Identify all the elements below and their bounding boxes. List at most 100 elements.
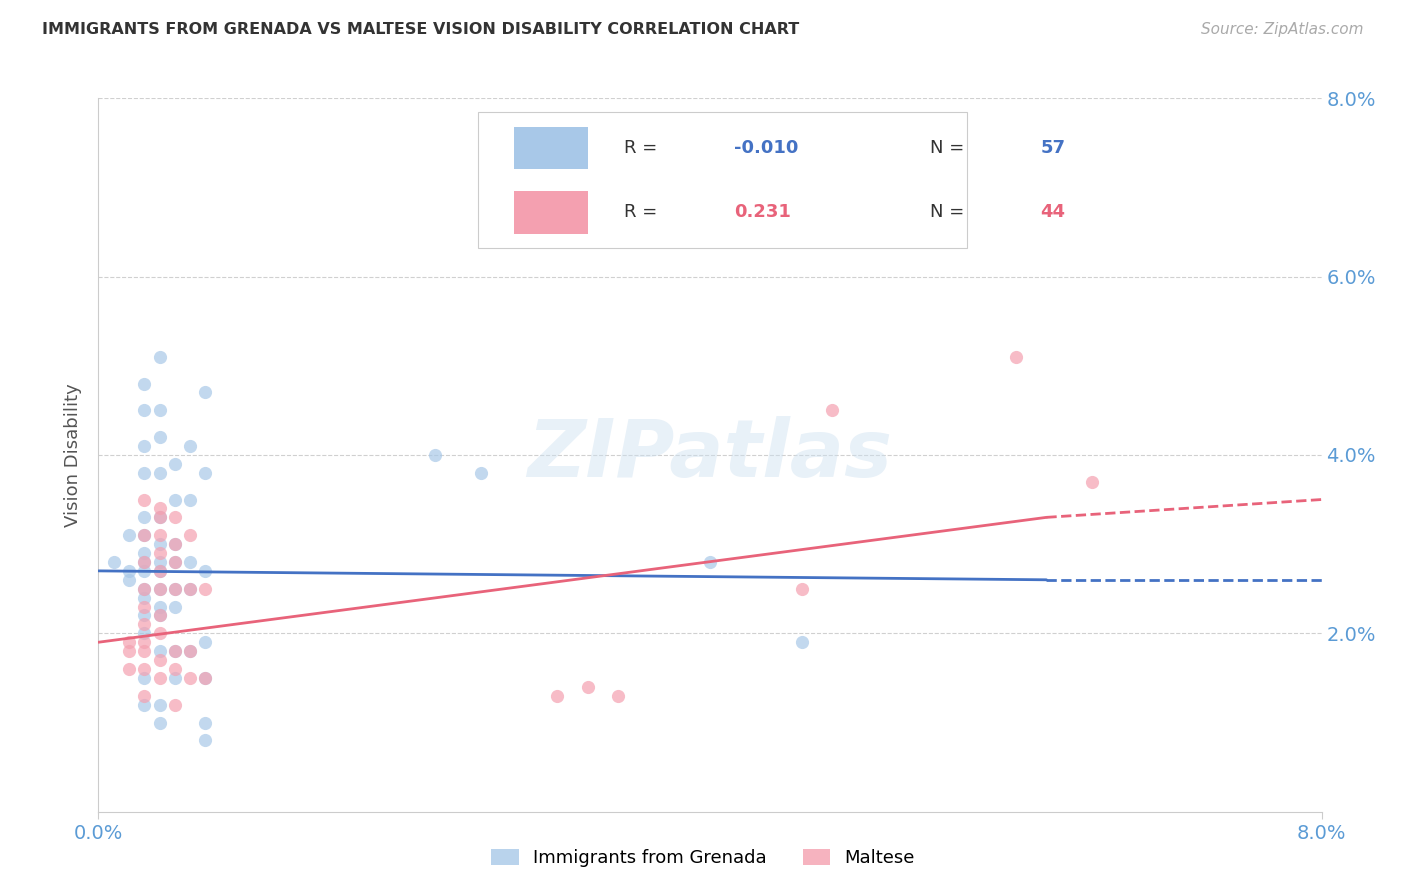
- Point: [163, 662, 186, 676]
- Point: [134, 626, 156, 640]
- Point: [134, 439, 156, 453]
- Point: [134, 582, 156, 596]
- Point: [134, 582, 156, 596]
- Point: [607, 689, 630, 703]
- Point: [194, 671, 217, 685]
- Point: [134, 492, 156, 507]
- Point: [149, 510, 172, 524]
- Text: -0.010: -0.010: [734, 139, 799, 157]
- Point: [134, 671, 156, 685]
- Point: [163, 671, 186, 685]
- FancyBboxPatch shape: [515, 191, 588, 234]
- Point: [163, 457, 186, 471]
- Point: [163, 492, 186, 507]
- Point: [194, 582, 217, 596]
- Point: [149, 528, 172, 542]
- Point: [149, 582, 172, 596]
- Point: [134, 617, 156, 632]
- Point: [179, 439, 201, 453]
- Point: [118, 564, 141, 578]
- Point: [149, 608, 172, 623]
- Point: [928, 234, 950, 248]
- Text: 44: 44: [1040, 203, 1066, 221]
- Point: [134, 555, 156, 569]
- Text: 57: 57: [1040, 139, 1066, 157]
- Point: [149, 599, 172, 614]
- Point: [163, 537, 186, 551]
- Point: [163, 537, 186, 551]
- Point: [149, 671, 172, 685]
- Text: R =: R =: [624, 203, 658, 221]
- Text: IMMIGRANTS FROM GRENADA VS MALTESE VISION DISABILITY CORRELATION CHART: IMMIGRANTS FROM GRENADA VS MALTESE VISIO…: [42, 22, 800, 37]
- Point: [163, 599, 186, 614]
- Point: [194, 564, 217, 578]
- Point: [163, 555, 186, 569]
- Point: [149, 698, 172, 712]
- Point: [149, 546, 172, 560]
- Point: [134, 698, 156, 712]
- FancyBboxPatch shape: [515, 127, 588, 169]
- Point: [194, 715, 217, 730]
- Point: [134, 591, 156, 605]
- Point: [134, 528, 156, 542]
- Point: [134, 403, 156, 417]
- Point: [1004, 350, 1026, 364]
- Point: [118, 573, 141, 587]
- Point: [134, 608, 156, 623]
- Point: [134, 376, 156, 391]
- Point: [179, 644, 201, 658]
- Point: [134, 466, 156, 480]
- Text: N =: N =: [931, 203, 965, 221]
- Point: [179, 582, 201, 596]
- Point: [163, 644, 186, 658]
- Text: 0.231: 0.231: [734, 203, 792, 221]
- FancyBboxPatch shape: [478, 112, 967, 248]
- Point: [1081, 475, 1104, 489]
- Point: [194, 671, 217, 685]
- Point: [118, 662, 141, 676]
- Point: [149, 501, 172, 516]
- Point: [149, 644, 172, 658]
- Point: [149, 403, 172, 417]
- Point: [149, 466, 172, 480]
- Point: [163, 582, 186, 596]
- Point: [103, 555, 125, 569]
- Point: [163, 582, 186, 596]
- Point: [149, 715, 172, 730]
- Point: [134, 546, 156, 560]
- Point: [790, 582, 813, 596]
- Point: [194, 466, 217, 480]
- Point: [149, 626, 172, 640]
- Point: [149, 608, 172, 623]
- Point: [163, 555, 186, 569]
- Point: [163, 698, 186, 712]
- Point: [821, 403, 844, 417]
- Point: [134, 635, 156, 649]
- Point: [149, 510, 172, 524]
- Point: [118, 635, 141, 649]
- Point: [576, 680, 599, 694]
- Point: [134, 528, 156, 542]
- Text: N =: N =: [931, 139, 965, 157]
- Point: [470, 466, 492, 480]
- Point: [149, 350, 172, 364]
- Point: [149, 653, 172, 667]
- Text: R =: R =: [624, 139, 658, 157]
- Point: [149, 564, 172, 578]
- Y-axis label: Vision Disability: Vision Disability: [65, 383, 83, 527]
- Point: [149, 582, 172, 596]
- Point: [149, 537, 172, 551]
- Point: [163, 644, 186, 658]
- Legend: Immigrants from Grenada, Maltese: Immigrants from Grenada, Maltese: [484, 841, 922, 874]
- Point: [134, 555, 156, 569]
- Point: [149, 430, 172, 444]
- Point: [149, 555, 172, 569]
- Point: [163, 510, 186, 524]
- Point: [546, 689, 568, 703]
- Point: [179, 582, 201, 596]
- Point: [790, 635, 813, 649]
- Point: [179, 644, 201, 658]
- Point: [179, 528, 201, 542]
- Point: [179, 492, 201, 507]
- Point: [179, 555, 201, 569]
